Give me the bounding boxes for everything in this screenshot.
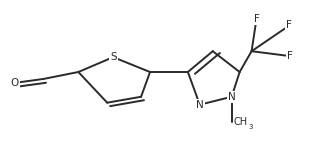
Text: N: N: [196, 100, 204, 110]
Text: N: N: [228, 92, 236, 102]
Text: F: F: [288, 51, 293, 61]
Text: 3: 3: [248, 124, 252, 129]
Text: O: O: [10, 78, 19, 88]
Text: S: S: [110, 52, 116, 62]
Text: CH: CH: [233, 116, 247, 127]
Text: F: F: [254, 14, 259, 23]
Text: F: F: [286, 20, 292, 30]
